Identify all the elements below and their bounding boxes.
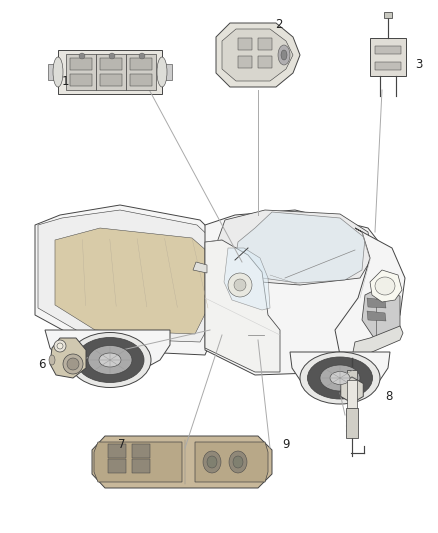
Bar <box>108 444 126 458</box>
Ellipse shape <box>53 57 63 87</box>
Bar <box>108 459 126 473</box>
Ellipse shape <box>278 45 290 65</box>
Ellipse shape <box>99 353 121 367</box>
Polygon shape <box>38 210 215 342</box>
Polygon shape <box>224 248 270 310</box>
Bar <box>347 380 357 408</box>
Polygon shape <box>235 212 365 283</box>
Polygon shape <box>45 330 170 377</box>
Polygon shape <box>341 377 363 403</box>
Bar <box>375 46 401 54</box>
Polygon shape <box>50 338 86 378</box>
Bar <box>238 56 252 68</box>
Bar <box>130 74 152 86</box>
Ellipse shape <box>375 277 395 295</box>
Circle shape <box>79 53 85 59</box>
Bar <box>370 38 406 76</box>
Ellipse shape <box>307 357 372 399</box>
Polygon shape <box>55 228 208 334</box>
Polygon shape <box>195 442 268 482</box>
Ellipse shape <box>76 337 144 383</box>
Text: 9: 9 <box>282 438 290 451</box>
Circle shape <box>63 354 83 374</box>
Bar <box>258 38 272 50</box>
Bar <box>96 54 126 90</box>
Circle shape <box>234 279 246 291</box>
Bar <box>258 56 272 68</box>
Polygon shape <box>94 442 182 482</box>
Text: 2: 2 <box>275 18 283 31</box>
Text: 6: 6 <box>38 358 46 371</box>
Polygon shape <box>205 210 385 375</box>
Circle shape <box>57 343 63 349</box>
Ellipse shape <box>88 345 132 375</box>
Ellipse shape <box>320 365 360 391</box>
Polygon shape <box>193 262 207 273</box>
Bar <box>130 58 152 70</box>
Bar <box>346 408 358 438</box>
Polygon shape <box>353 326 403 358</box>
Polygon shape <box>290 352 390 393</box>
Polygon shape <box>370 270 402 302</box>
Ellipse shape <box>229 451 247 473</box>
Ellipse shape <box>281 50 287 60</box>
Bar <box>132 459 150 473</box>
Polygon shape <box>335 228 405 355</box>
Bar <box>100 74 122 86</box>
Bar <box>66 54 96 90</box>
Bar <box>384 12 392 18</box>
Polygon shape <box>216 23 300 87</box>
Ellipse shape <box>157 57 167 87</box>
Polygon shape <box>222 29 293 81</box>
Polygon shape <box>362 290 400 338</box>
Text: 8: 8 <box>385 390 392 403</box>
Bar <box>132 444 150 458</box>
Polygon shape <box>208 240 220 320</box>
Polygon shape <box>35 205 220 355</box>
Bar <box>162 64 172 80</box>
Ellipse shape <box>69 333 151 387</box>
Bar <box>347 370 357 380</box>
Bar <box>70 74 92 86</box>
Polygon shape <box>205 240 280 372</box>
Ellipse shape <box>207 456 217 468</box>
Bar <box>375 62 401 70</box>
Text: 3: 3 <box>415 58 422 71</box>
Ellipse shape <box>300 352 380 404</box>
Circle shape <box>54 340 66 352</box>
Bar <box>100 58 122 70</box>
Circle shape <box>228 273 252 297</box>
Ellipse shape <box>203 451 221 473</box>
Ellipse shape <box>49 355 55 365</box>
Polygon shape <box>367 298 386 308</box>
Bar <box>126 54 156 90</box>
Polygon shape <box>215 210 372 285</box>
Bar <box>58 50 162 94</box>
Bar <box>48 64 58 80</box>
Circle shape <box>67 358 79 370</box>
Ellipse shape <box>330 372 350 384</box>
Text: 7: 7 <box>118 438 126 451</box>
Bar <box>70 58 92 70</box>
Circle shape <box>139 53 145 59</box>
Text: 1: 1 <box>62 75 70 88</box>
Polygon shape <box>92 436 272 488</box>
Ellipse shape <box>233 456 243 468</box>
Bar <box>238 38 252 50</box>
Circle shape <box>109 53 115 59</box>
Polygon shape <box>367 311 386 321</box>
